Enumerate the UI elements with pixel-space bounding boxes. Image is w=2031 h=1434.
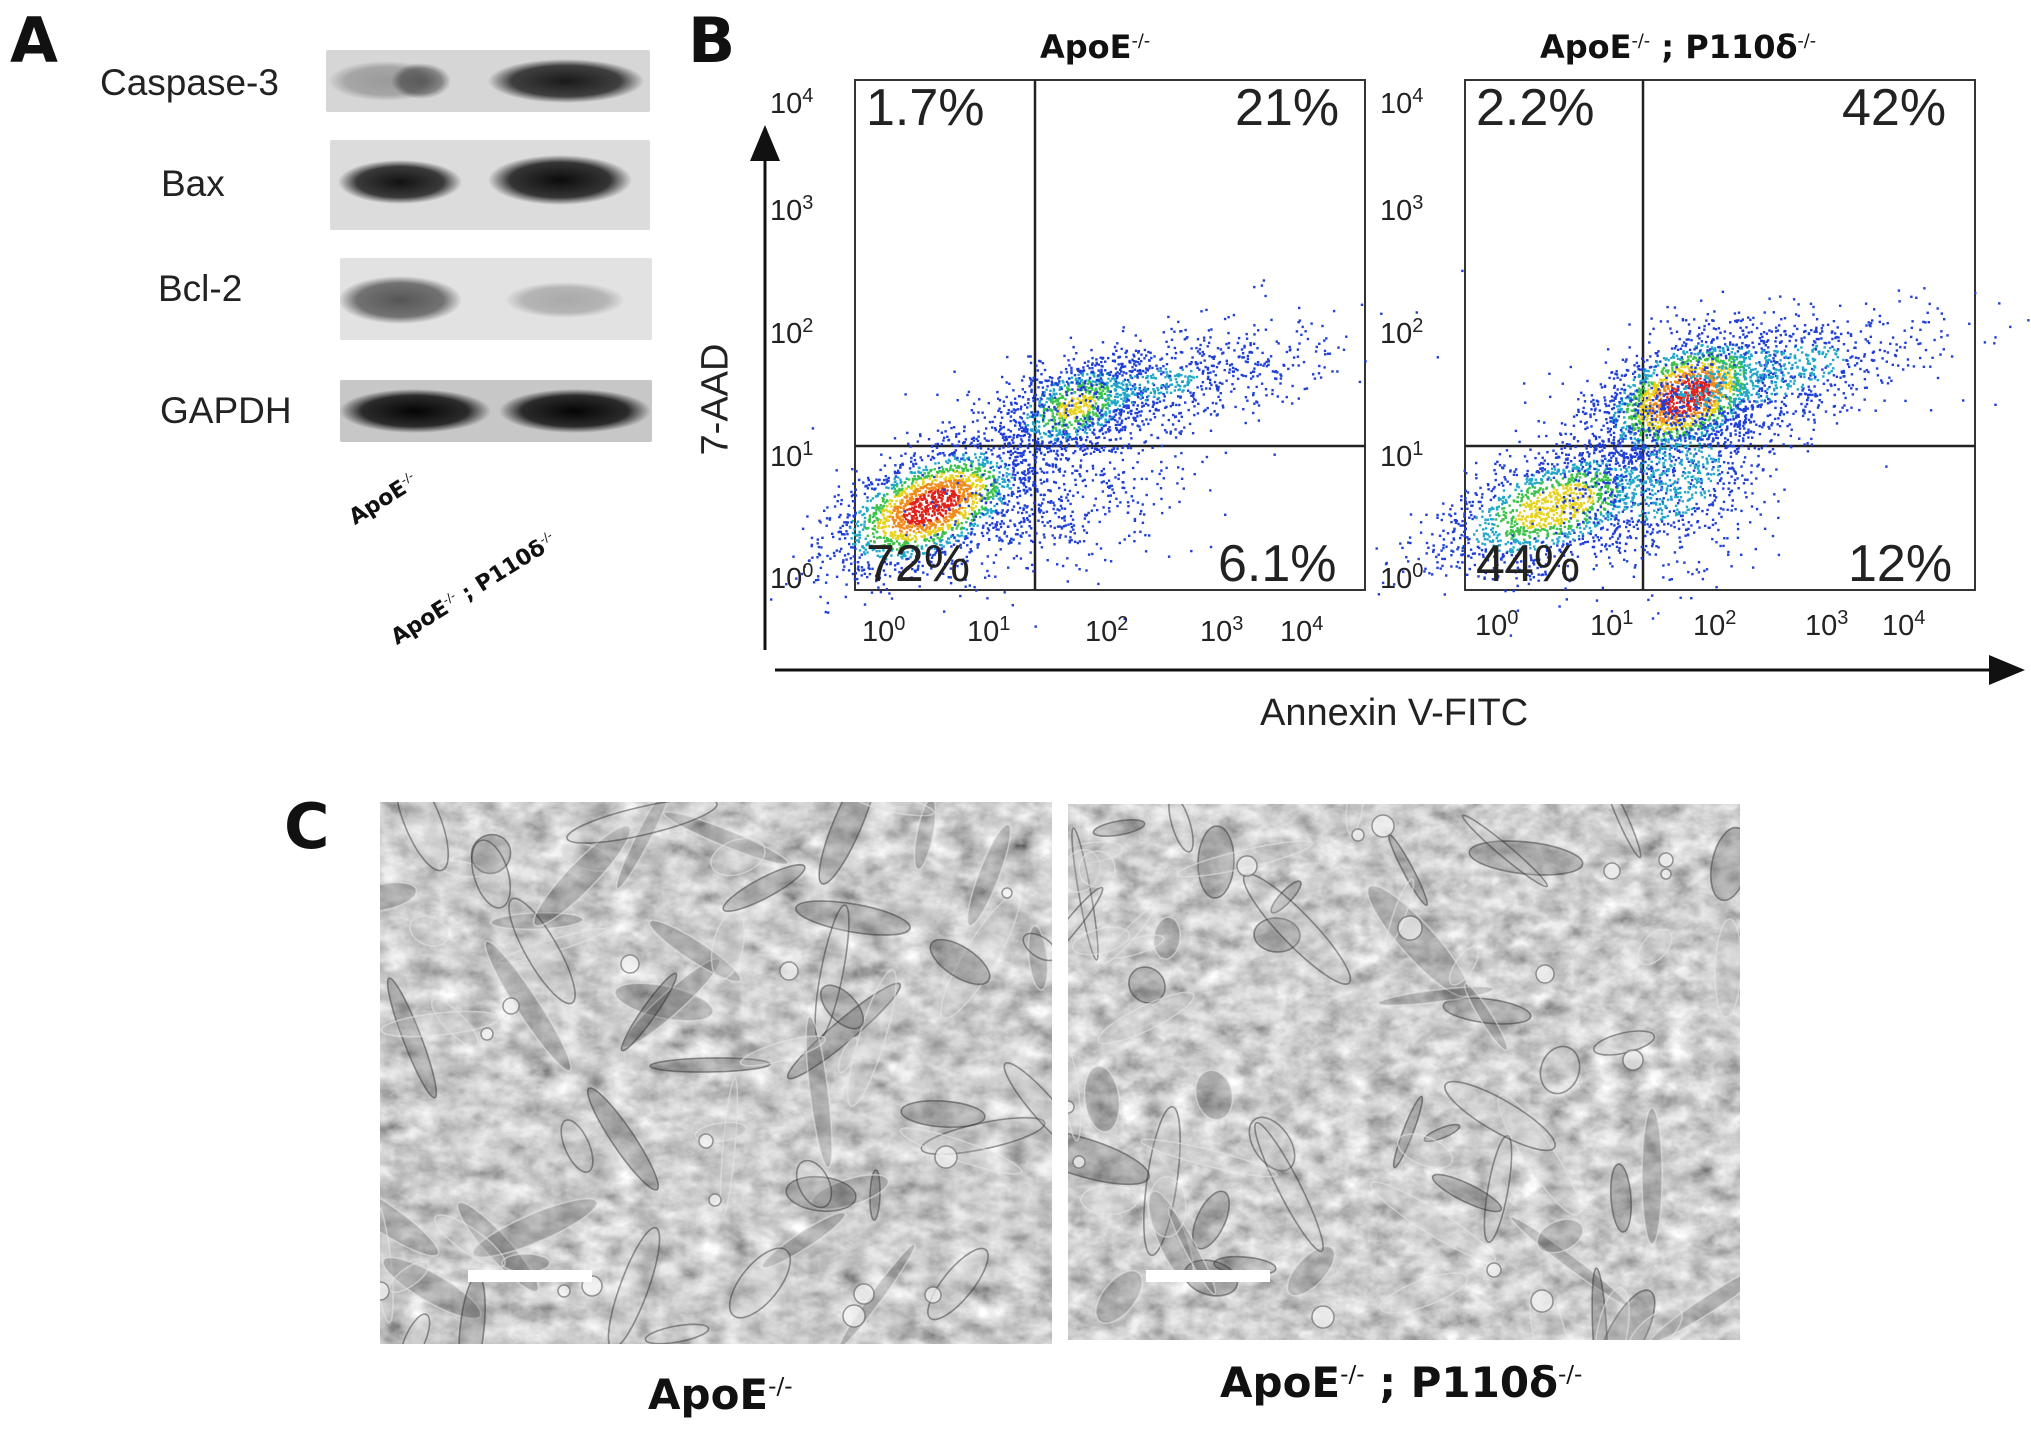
flow-plot-frame-1	[854, 79, 1366, 591]
x-axis-label: Annexin V-FITC	[1260, 692, 1529, 734]
x-tick-2-3: 103	[1805, 607, 1849, 642]
panel-label-a: A	[10, 4, 58, 77]
band-bcl2-lane2	[505, 282, 625, 318]
x-tick-1-2: 102	[1085, 613, 1129, 648]
flow-plot-frame-2	[1464, 79, 1976, 591]
x-tick-1-3: 103	[1200, 613, 1244, 648]
quad-ur-2: 42%	[1842, 79, 1947, 137]
y-tick-2-0: 100	[1380, 560, 1424, 595]
x-tick-1-4: 104	[1280, 613, 1324, 648]
blot-bands-caspase3	[328, 59, 644, 103]
scale-bar-1	[468, 1270, 592, 1282]
x-tick-2-0: 100	[1475, 607, 1519, 642]
quad-ul-1: 1.7%	[866, 79, 985, 137]
blot-strip-bcl2	[338, 258, 652, 340]
flow-plot-title-2: ApoE-/- ; P110δ-/-	[1540, 28, 1817, 66]
blot-strip-caspase3	[326, 50, 650, 112]
y-tick-2-2: 102	[1380, 315, 1424, 350]
blot-bands-bax	[338, 155, 632, 205]
flow-dot-cloud-2	[1375, 287, 2030, 637]
band-bax-lane1	[338, 160, 462, 204]
flow-plot-title-1: ApoE-/-	[1040, 28, 1151, 66]
quad-ll-2: 44%	[1476, 535, 1581, 593]
x-tick-1-0: 100	[862, 613, 906, 648]
panel-label-c: C	[284, 790, 330, 863]
band-caspase3-lane2	[488, 59, 644, 103]
cell-features-2	[1068, 804, 1740, 1340]
x-tick-2-1: 101	[1590, 607, 1634, 642]
micrograph-1	[380, 802, 1052, 1344]
y-tick-1-3: 103	[770, 192, 814, 227]
band-gapdh-lane1	[339, 389, 491, 433]
y-tick-2-3: 103	[1380, 192, 1424, 227]
y-tick-1-4: 104	[770, 85, 814, 120]
x-tick-1-1: 101	[967, 613, 1011, 648]
x-tick-2-2: 102	[1693, 607, 1737, 642]
quad-lr-2: 12%	[1848, 535, 1953, 593]
blot-bands-gapdh	[339, 389, 651, 433]
blot-label-caspase3: Caspase-3	[100, 62, 279, 103]
cell-features-1	[380, 802, 1052, 1344]
micrograph-caption-2: ApoE-/- ; P110δ-/-	[1220, 1358, 1583, 1407]
quad-ur-1: 21%	[1235, 79, 1340, 137]
y-tick-2-1: 101	[1380, 438, 1424, 473]
micrograph-caption-1: ApoE-/-	[648, 1370, 793, 1419]
micrograph-2	[1068, 804, 1740, 1340]
blot-strip-bax	[330, 140, 650, 230]
blot-label-bax: Bax	[161, 163, 225, 204]
y-tick-1-0: 100	[770, 560, 814, 595]
band-bax-lane2	[488, 155, 632, 205]
blot-strip-gapdh	[339, 380, 652, 442]
blot-label-gapdh: GAPDH	[160, 390, 292, 431]
quad-ll-1: 72%	[866, 535, 971, 593]
y-tick-1-2: 102	[770, 315, 814, 350]
band-caspase3-lane1b	[391, 63, 451, 99]
blot-bands-bcl2	[338, 276, 625, 324]
quad-lr-1: 6.1%	[1218, 535, 1337, 593]
blot-label-bcl2: Bcl-2	[158, 268, 243, 309]
y-tick-1-1: 101	[770, 438, 814, 473]
scale-bar-2	[1146, 1270, 1270, 1282]
panel-label-b: B	[688, 4, 736, 77]
band-bcl2-lane1	[338, 276, 462, 324]
flow-axes	[750, 79, 2030, 685]
flow-dot-cloud-1	[770, 269, 1464, 628]
x-tick-2-4: 104	[1882, 607, 1926, 642]
band-gapdh-lane2	[499, 389, 651, 433]
y-tick-2-4: 104	[1380, 85, 1424, 120]
quad-ul-2: 2.2%	[1476, 79, 1595, 137]
